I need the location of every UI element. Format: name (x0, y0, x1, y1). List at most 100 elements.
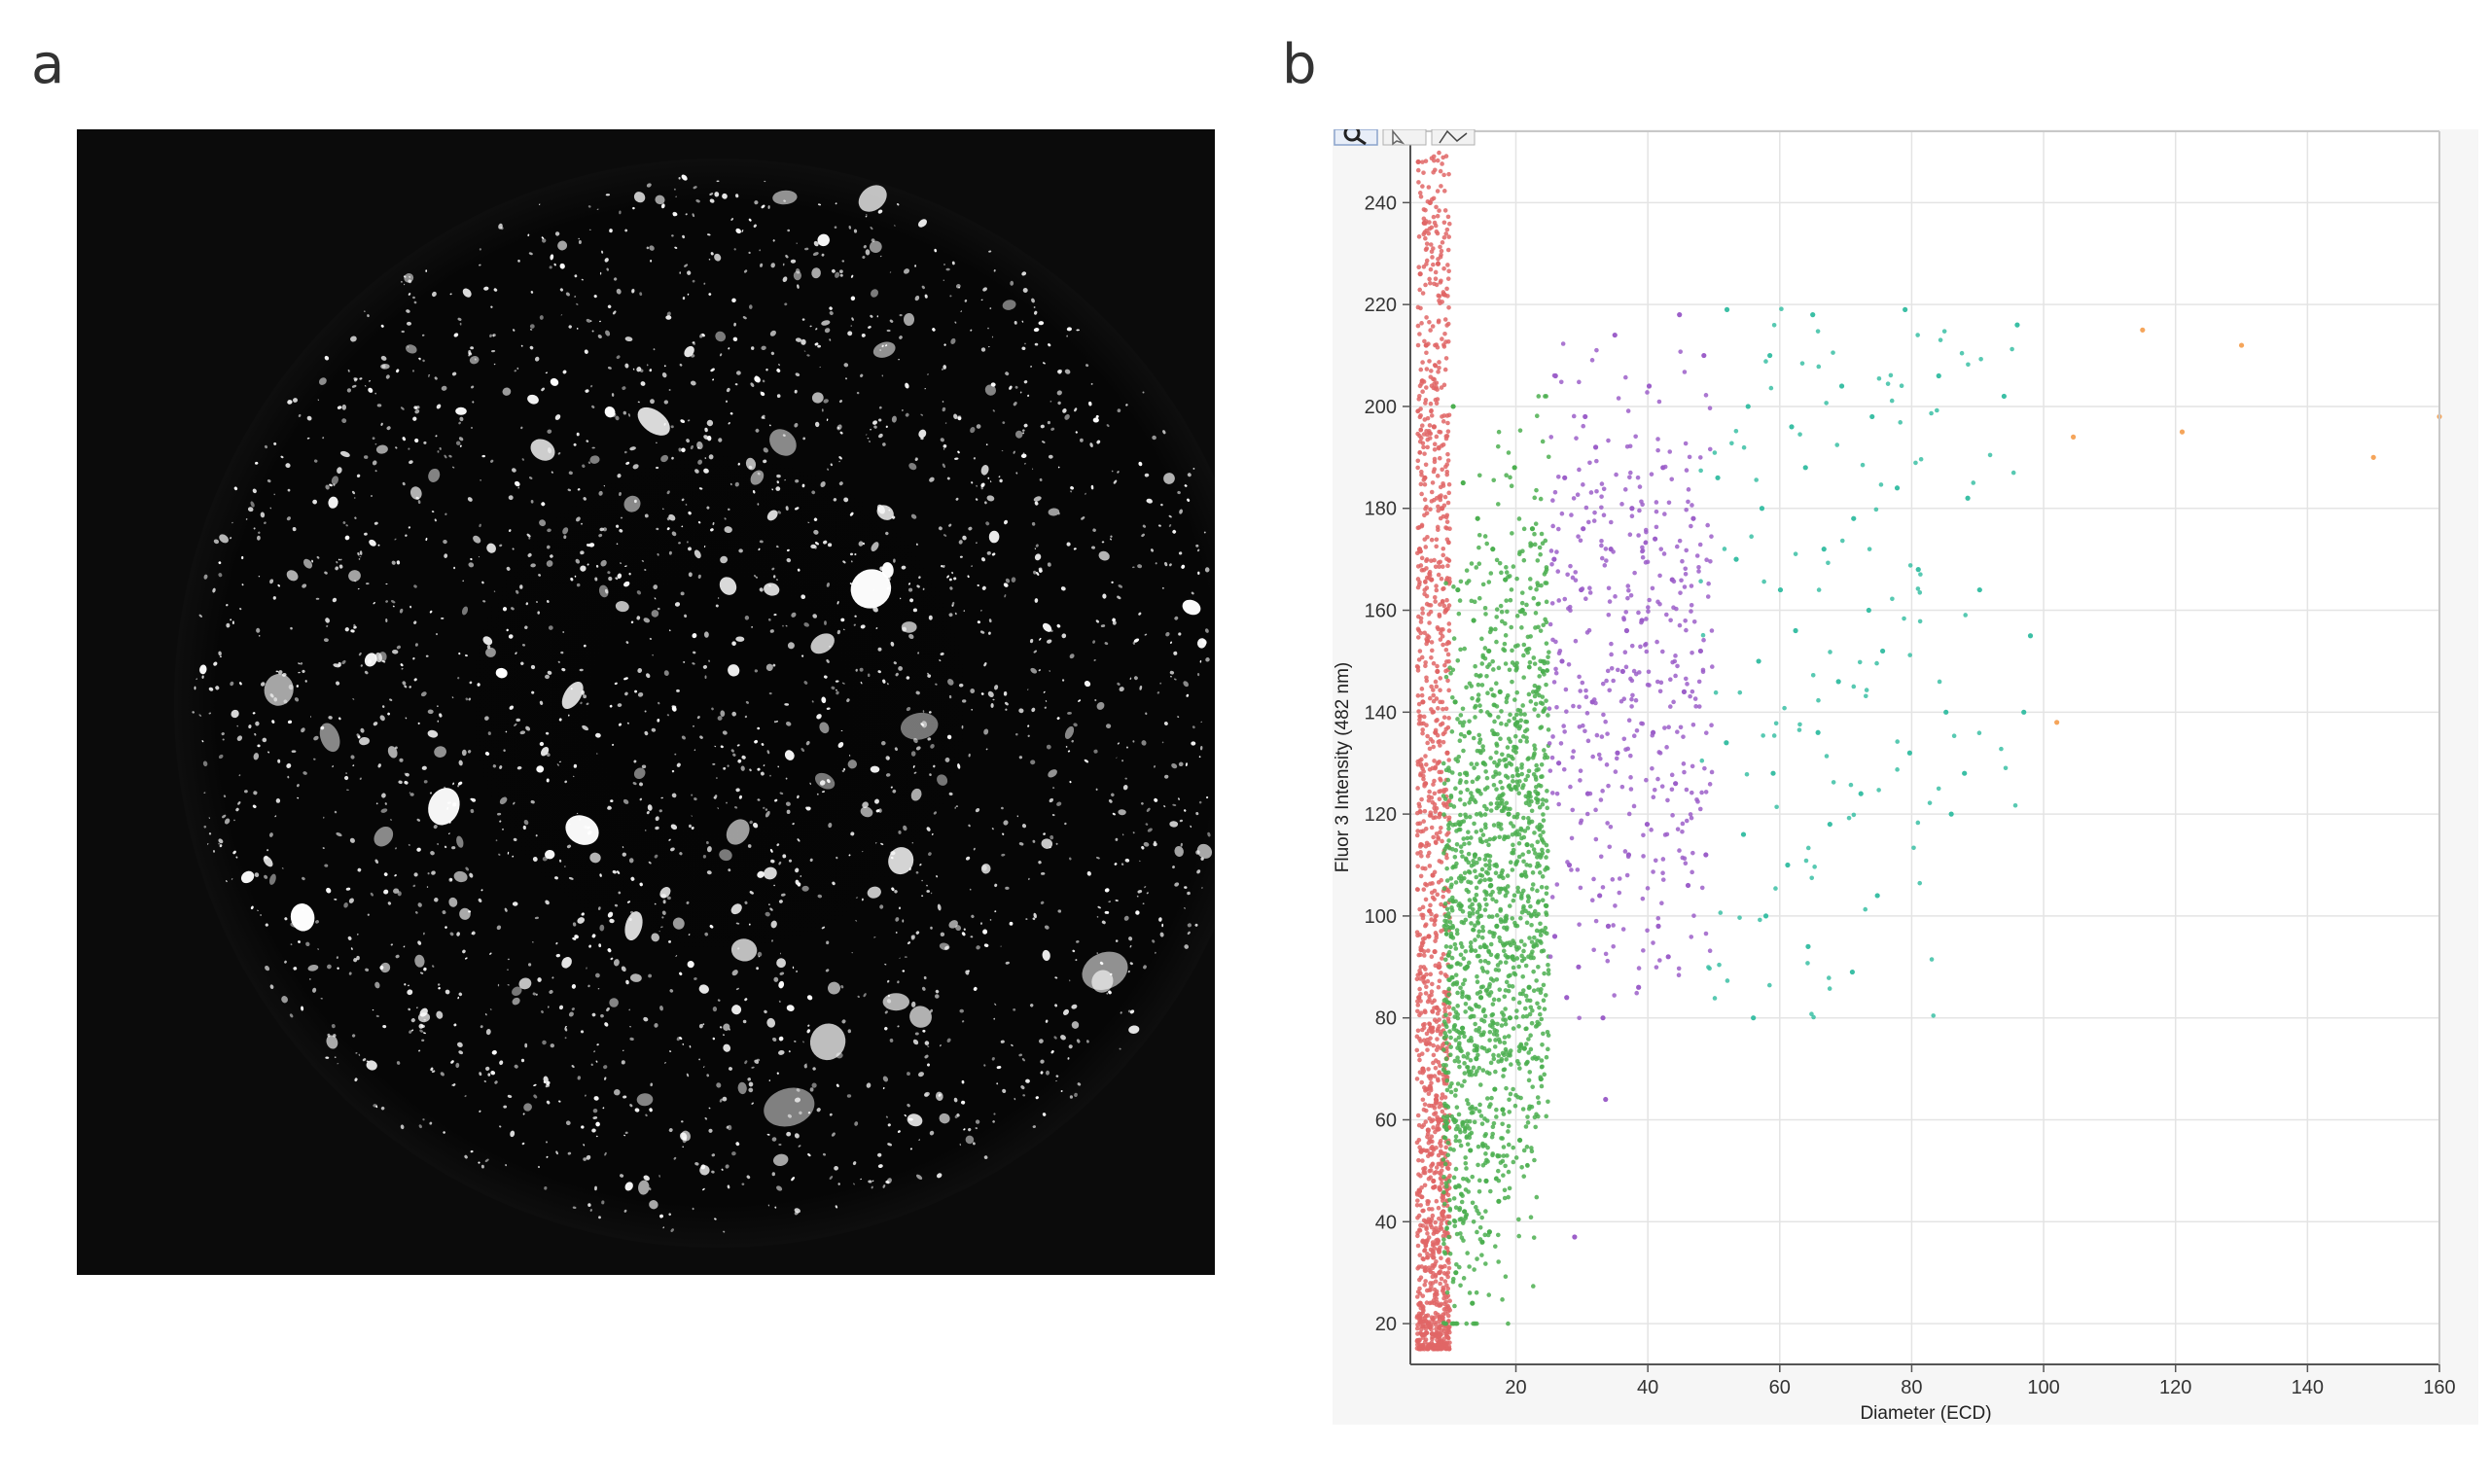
particle (595, 1121, 600, 1127)
particle (551, 471, 553, 474)
data-point (1430, 1161, 1436, 1167)
particle (886, 1178, 892, 1184)
particle (557, 452, 561, 455)
particle (792, 966, 795, 970)
particle (715, 331, 727, 342)
particle (302, 583, 307, 588)
particle (412, 370, 414, 372)
data-point (1433, 1219, 1439, 1225)
particle (296, 784, 300, 788)
particle (329, 483, 333, 487)
particle (1177, 490, 1181, 495)
particle (462, 288, 472, 298)
particle (772, 239, 775, 242)
data-point (1540, 850, 1546, 856)
particle (717, 716, 723, 721)
data-point (1461, 720, 1467, 724)
data-point (1438, 688, 1442, 693)
particle (719, 1098, 723, 1103)
data-point (1437, 365, 1441, 371)
particle (853, 229, 858, 233)
particle (760, 771, 765, 776)
particle (1144, 473, 1150, 477)
particle (905, 382, 909, 389)
particle (741, 230, 744, 232)
data-point (1445, 429, 1451, 434)
particle (345, 887, 351, 891)
data-point (1415, 167, 1421, 173)
data-point (1417, 932, 1423, 937)
particle (912, 1039, 919, 1045)
particle (1163, 722, 1168, 725)
data-point (1545, 805, 1550, 811)
particle (208, 687, 214, 691)
data-point (1441, 951, 1446, 957)
particle (1043, 690, 1046, 693)
data-point (1444, 472, 1450, 477)
particle (836, 856, 838, 860)
particle (935, 683, 938, 686)
data-point (1422, 512, 1427, 518)
particle (939, 1044, 942, 1047)
particle (1162, 430, 1166, 435)
data-point (1448, 671, 1453, 676)
data-point (1466, 851, 1472, 857)
data-point (1440, 1109, 1445, 1114)
particle (943, 534, 947, 537)
data-point (1421, 1069, 1427, 1074)
particle (787, 229, 791, 232)
particle (567, 1151, 572, 1155)
data-point (1415, 829, 1420, 833)
particle (485, 1066, 490, 1072)
particle (943, 443, 947, 448)
particle (680, 419, 686, 423)
particle (794, 1097, 801, 1103)
particle (591, 1012, 596, 1017)
particle (319, 723, 340, 753)
particle (623, 1134, 626, 1137)
particle (1067, 711, 1072, 715)
particle (491, 349, 496, 353)
particle (1069, 857, 1072, 861)
data-point (1449, 694, 1455, 700)
data-point (1501, 1074, 1506, 1078)
particle (1104, 888, 1110, 893)
particle (806, 1029, 811, 1034)
particle (850, 296, 856, 301)
particle (550, 254, 554, 261)
particle (703, 468, 709, 474)
particle (633, 760, 637, 763)
particle (377, 544, 380, 547)
particle (506, 628, 509, 632)
particle (947, 679, 954, 686)
particle (965, 970, 970, 975)
particle (661, 910, 666, 915)
data-point (1442, 796, 1448, 801)
particle (740, 765, 745, 771)
data-point (1441, 1241, 1446, 1247)
particle (1205, 657, 1210, 662)
particle (840, 985, 844, 989)
data-point (1420, 1293, 1426, 1298)
data-point (1476, 1162, 1480, 1168)
particle (773, 976, 779, 982)
particle (1127, 1009, 1131, 1013)
particle (617, 703, 622, 708)
particle (1019, 391, 1022, 394)
particle (1051, 814, 1055, 817)
particle (546, 778, 550, 783)
particle (817, 344, 821, 348)
particle (668, 939, 671, 943)
particle (532, 992, 536, 996)
particle (644, 513, 649, 518)
data-point (1419, 555, 1425, 561)
particle (1049, 670, 1050, 672)
particle (281, 867, 284, 869)
particle (665, 315, 672, 320)
particle (1072, 949, 1076, 953)
particle (928, 615, 933, 620)
particle (814, 342, 819, 346)
particle (574, 935, 579, 939)
particle (907, 1072, 910, 1076)
particle (785, 254, 789, 259)
